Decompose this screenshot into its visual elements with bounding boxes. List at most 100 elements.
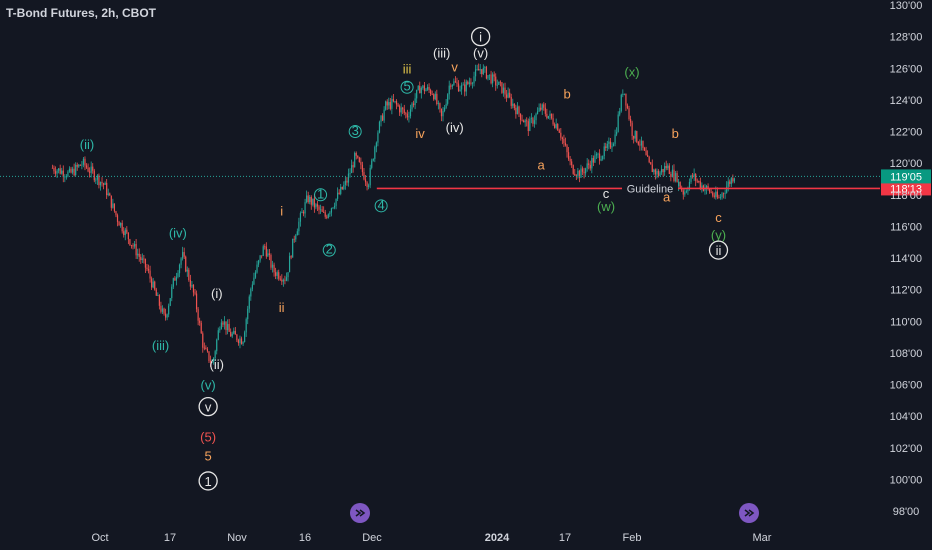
candle — [267, 249, 269, 257]
candle-body — [281, 279, 283, 282]
candle — [85, 163, 88, 170]
candle-body — [665, 165, 667, 169]
candle — [719, 194, 722, 200]
candle — [448, 80, 450, 100]
candle-body — [109, 193, 111, 196]
candle-body — [690, 175, 692, 182]
candle — [536, 107, 539, 115]
candle — [160, 301, 162, 314]
wave-label-text: (v) — [473, 45, 488, 60]
wave-label-text: (iii) — [152, 338, 169, 353]
candle — [549, 110, 551, 120]
candle-body — [186, 269, 188, 272]
candle-body — [645, 150, 647, 156]
candle — [504, 82, 506, 99]
candle-body — [96, 175, 98, 180]
candle-body — [205, 347, 207, 350]
candle — [543, 102, 545, 111]
candle-body — [347, 173, 350, 183]
candle-body — [557, 123, 559, 131]
candle-body — [157, 295, 159, 297]
candle — [264, 243, 266, 250]
y-tick-label: 116'00 — [890, 221, 922, 233]
candle-body — [120, 222, 122, 226]
candle — [501, 82, 503, 94]
candle — [284, 275, 286, 285]
candle-body — [271, 264, 274, 268]
candle — [363, 168, 365, 181]
candle — [195, 290, 198, 313]
candle — [726, 181, 728, 194]
candle-body — [558, 130, 560, 133]
candle — [115, 210, 117, 218]
candle — [68, 166, 71, 173]
candle — [721, 191, 723, 200]
candle — [321, 206, 323, 213]
candle-body — [152, 281, 154, 288]
y-tick-label: 114'00 — [890, 253, 922, 265]
candle-body — [363, 172, 365, 180]
candle-body — [82, 158, 85, 165]
candle — [389, 98, 391, 111]
replay-jump-icon[interactable] — [350, 503, 370, 523]
candle — [594, 150, 596, 164]
candle — [282, 278, 284, 287]
candle — [653, 168, 655, 175]
replay-jump-icon[interactable] — [739, 503, 759, 523]
candle — [118, 220, 120, 226]
candle-body — [395, 101, 398, 105]
candle-body — [676, 173, 678, 187]
time-axis[interactable]: Oct 17 Nov 16 Dec 2024 17 Feb Mar — [91, 532, 771, 544]
candle — [75, 162, 77, 177]
candle — [223, 316, 226, 330]
candle — [550, 113, 553, 120]
candle-body — [552, 118, 554, 125]
candle — [533, 115, 536, 128]
candle-body — [722, 193, 725, 195]
candle — [275, 267, 277, 280]
candle — [447, 93, 449, 106]
candle — [566, 144, 568, 158]
wave-label-text: c — [603, 186, 610, 201]
candle — [168, 303, 170, 318]
candle-body — [369, 167, 371, 186]
candle-body — [718, 197, 720, 199]
candle-body — [467, 81, 469, 84]
candle-body — [95, 179, 97, 181]
wave-label-text: 1 — [205, 474, 212, 489]
candle — [180, 257, 182, 269]
candle-body — [712, 192, 714, 196]
x-tick-label: Nov — [227, 532, 247, 544]
candle — [667, 163, 669, 171]
candle — [481, 69, 483, 78]
candle — [399, 104, 401, 116]
candle-body — [76, 164, 78, 167]
candle-body — [544, 107, 546, 114]
candle — [208, 351, 210, 363]
candle-body — [175, 276, 178, 281]
candle — [588, 159, 590, 170]
candle-body — [493, 74, 495, 77]
candle-body — [327, 214, 329, 218]
candle-body — [350, 165, 353, 174]
guideline-label-bg — [622, 182, 678, 195]
candle-body — [315, 204, 317, 208]
candle — [202, 331, 204, 353]
candle-body — [451, 84, 453, 87]
candle-body — [594, 155, 596, 163]
candle — [422, 84, 424, 90]
candle-body — [164, 313, 167, 318]
price-axis[interactable]: 130'00 128'00 126'00 124'00 122'00 120'00 118'… — [890, 0, 923, 518]
wave-labels-layer: (ii)(iv)(iii)(v)v(i)(ii)(5)51iii12345iii… — [80, 26, 729, 491]
wave-label-circled: i — [470, 26, 491, 47]
candle — [603, 142, 605, 160]
candle-body — [679, 181, 681, 189]
candle-body — [509, 92, 511, 97]
candle-body — [220, 322, 222, 330]
candle-body — [598, 153, 601, 161]
candle-body — [448, 85, 450, 95]
candle — [430, 88, 432, 97]
candle — [423, 81, 426, 95]
candle — [107, 188, 109, 197]
